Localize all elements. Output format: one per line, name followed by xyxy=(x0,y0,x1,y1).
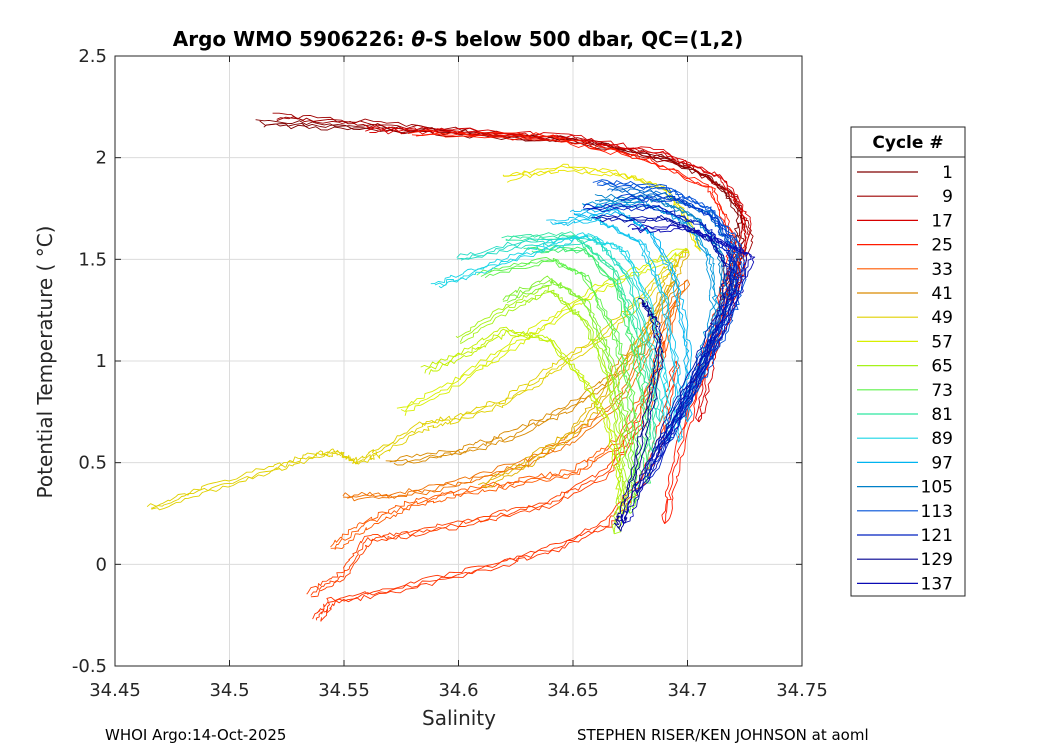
x-tick-label: 34.55 xyxy=(318,680,370,701)
x-axis-label: Salinity xyxy=(422,706,496,730)
footer-source-date: WHOI Argo:14-Oct-2025 xyxy=(105,726,286,744)
legend-label: 121 xyxy=(921,526,953,546)
y-tick-label: -0.5 xyxy=(72,656,107,677)
legend-label: 41 xyxy=(931,284,953,304)
chart-title: Argo WMO 5906226: θ-S below 500 dbar, QC… xyxy=(173,27,743,51)
y-tick-label: 2.5 xyxy=(78,46,107,67)
y-tick-label: 0 xyxy=(96,554,107,575)
legend-title: Cycle # xyxy=(872,133,943,153)
x-tick-label: 34.5 xyxy=(209,680,249,701)
legend-label: 65 xyxy=(931,357,953,377)
legend-label: 113 xyxy=(921,502,953,522)
legend-label: 137 xyxy=(921,574,953,594)
footer-attribution: STEPHEN RISER/KEN JOHNSON at aoml xyxy=(577,726,869,744)
legend-label: 49 xyxy=(931,308,953,328)
x-tick-label: 34.6 xyxy=(438,680,478,701)
legend-label: 17 xyxy=(931,211,953,231)
legend: Cycle # 1 9 17 25 33 41 49 57 65 73 81 89 97 105 113 12… xyxy=(851,127,965,596)
y-axis-label: Potential Temperature ( °C) xyxy=(33,226,57,499)
legend-label: 81 xyxy=(931,405,953,425)
y-tick-label: 0.5 xyxy=(78,453,107,474)
y-tick-label: 2 xyxy=(96,148,107,169)
legend-label: 73 xyxy=(931,381,953,401)
legend-label: 89 xyxy=(931,429,953,449)
legend-label: 25 xyxy=(931,236,953,256)
legend-label: 105 xyxy=(921,478,953,498)
legend-label: 129 xyxy=(921,550,953,570)
legend-label: 57 xyxy=(931,332,953,352)
y-tick-label: 1.5 xyxy=(78,249,107,270)
y-tick-label: 1 xyxy=(96,351,107,372)
legend-label: 1 xyxy=(942,163,953,183)
legend-label: 97 xyxy=(931,453,953,473)
theta-s-chart: Argo WMO 5906226: θ-S below 500 dbar, QC… xyxy=(0,0,1050,750)
x-tick-label: 34.75 xyxy=(776,680,828,701)
x-tick-label: 34.45 xyxy=(89,680,141,701)
legend-label: 33 xyxy=(931,260,953,280)
legend-label: 9 xyxy=(942,187,953,207)
x-tick-label: 34.7 xyxy=(667,680,707,701)
x-tick-label: 34.65 xyxy=(547,680,599,701)
